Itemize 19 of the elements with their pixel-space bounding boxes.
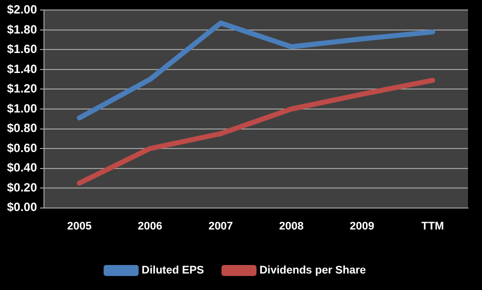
x-tick-label: 2007 (208, 220, 233, 232)
x-tick-label: 2006 (138, 220, 162, 232)
y-tick-label: $0.80 (7, 121, 38, 136)
y-tick-label: $0.40 (7, 160, 38, 175)
x-tick-label: 2005 (67, 220, 92, 232)
x-tick-label: 2008 (279, 220, 304, 232)
y-tick-label: $2.00 (7, 2, 38, 17)
legend-label: Dividends per Share (259, 264, 366, 277)
y-tick-label: $1.60 (7, 42, 38, 56)
y-tick-label: $1.40 (7, 62, 38, 76)
x-tick-label: 2009 (350, 220, 374, 232)
y-tick-label: $1.20 (7, 82, 38, 96)
y-tick-label: $0.00 (7, 200, 38, 214)
x-tick-label: TTM (421, 220, 444, 232)
y-tick-label: $1.80 (7, 22, 38, 36)
y-tick-label: $1.00 (7, 101, 38, 116)
y-tick-label: $0.60 (7, 140, 38, 155)
y-tick-label: $0.20 (7, 180, 38, 194)
legend-label: Diluted EPS (142, 264, 204, 277)
